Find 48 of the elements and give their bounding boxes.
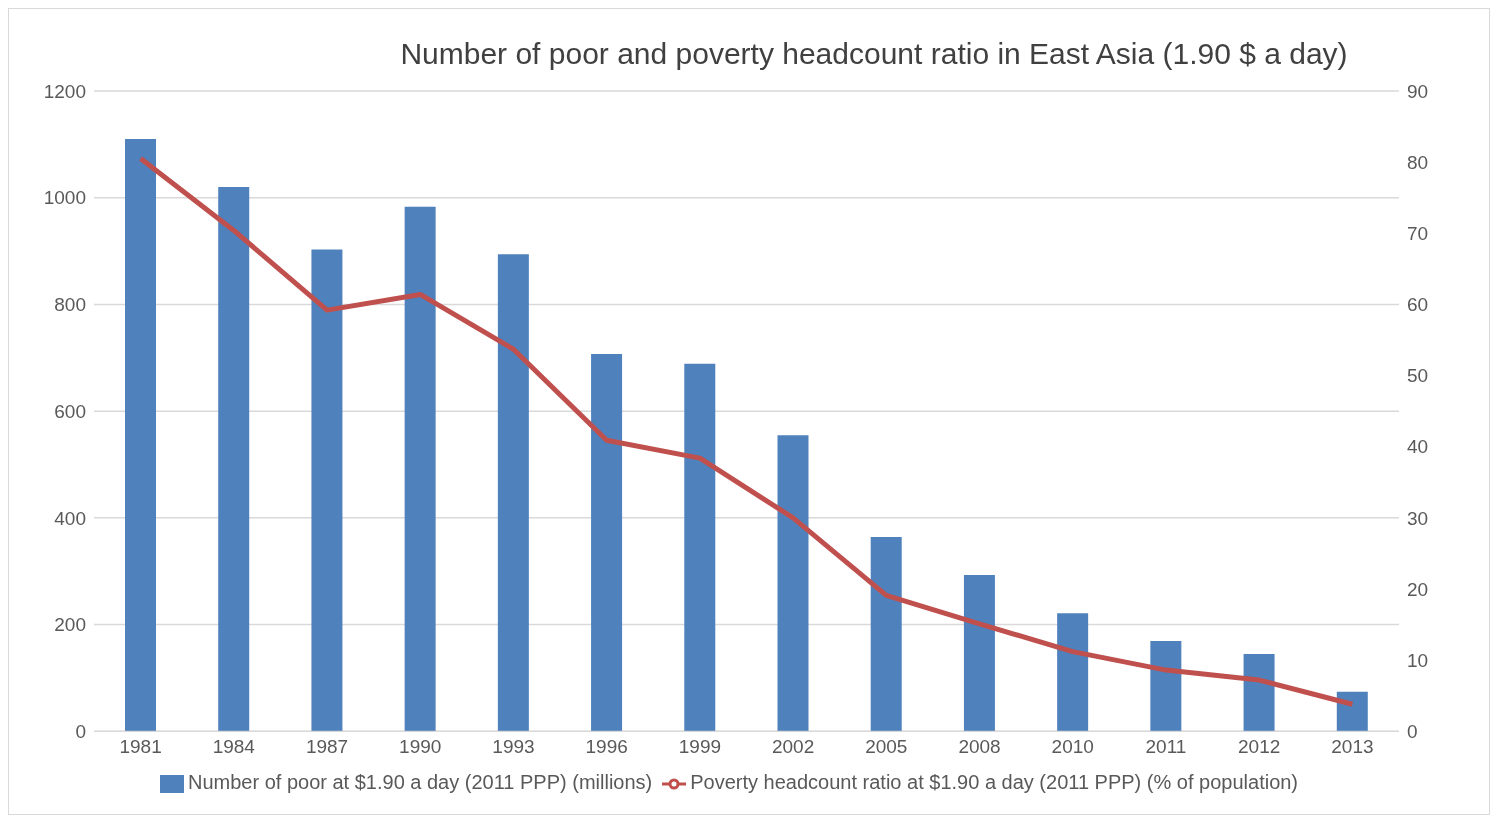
legend-label: Poverty headcount ratio at $1.90 a day (2011 PPP) (% of population)	[690, 771, 1299, 794]
x-tick-label: 2008	[958, 735, 1001, 757]
x-tick-label: 1981	[119, 735, 162, 757]
x-tick-label: 1996	[585, 735, 628, 757]
x-tick-label: 2012	[1238, 735, 1281, 757]
x-tick-label: 2010	[1051, 735, 1094, 757]
x-tick-label: 2011	[1145, 735, 1187, 757]
y-tick-label: 400	[54, 507, 86, 529]
x-tick-label: 1987	[305, 735, 349, 757]
bar	[963, 574, 995, 732]
y2-tick-label: 60	[1407, 294, 1429, 316]
y-tick-label: 1200	[43, 80, 86, 102]
y2-tick-label: 80	[1407, 151, 1429, 173]
y-tick-label: 0	[75, 721, 86, 743]
bar	[1150, 641, 1182, 732]
bar	[311, 249, 343, 732]
bar	[125, 139, 156, 732]
bar	[404, 206, 436, 732]
bar	[1243, 653, 1275, 732]
bar	[1057, 613, 1089, 732]
y-tick-label: 1000	[43, 187, 86, 209]
x-tick-label: 2005	[865, 735, 908, 757]
y2-tick-label: 50	[1407, 365, 1429, 387]
bar	[591, 354, 623, 732]
x-tick-label: 1990	[399, 735, 442, 757]
y-tick-label: 600	[54, 400, 86, 422]
bar	[870, 537, 902, 732]
bar	[777, 435, 809, 732]
y2-tick-label: 70	[1407, 223, 1429, 245]
y-tick-label: 200	[54, 614, 86, 636]
y2-tick-label: 40	[1407, 436, 1429, 458]
legend-label: Number of poor at $1.90 a day (2011 PPP) (millions)	[187, 771, 653, 794]
bar	[218, 187, 250, 732]
x-tick-label: 2013	[1331, 735, 1374, 757]
y2-tick-label: 10	[1407, 649, 1429, 671]
x-tick-label: 2002	[771, 735, 815, 757]
bar	[684, 363, 716, 732]
x-tick-label: 1999	[678, 735, 722, 757]
x-tick-label: 1984	[212, 735, 256, 757]
y-tick-label: 800	[54, 294, 86, 316]
x-tick-label: 1993	[492, 735, 535, 757]
y2-tick-label: 0	[1407, 721, 1418, 743]
y2-tick-label: 20	[1407, 578, 1429, 600]
y2-tick-label: 90	[1407, 80, 1429, 102]
bar	[1336, 691, 1368, 732]
bar	[497, 254, 529, 732]
chart-title: Number of poor and poverty headcount ratio in East Asia (1.90 $ a day)	[399, 36, 1349, 71]
y2-tick-label: 30	[1407, 507, 1429, 529]
